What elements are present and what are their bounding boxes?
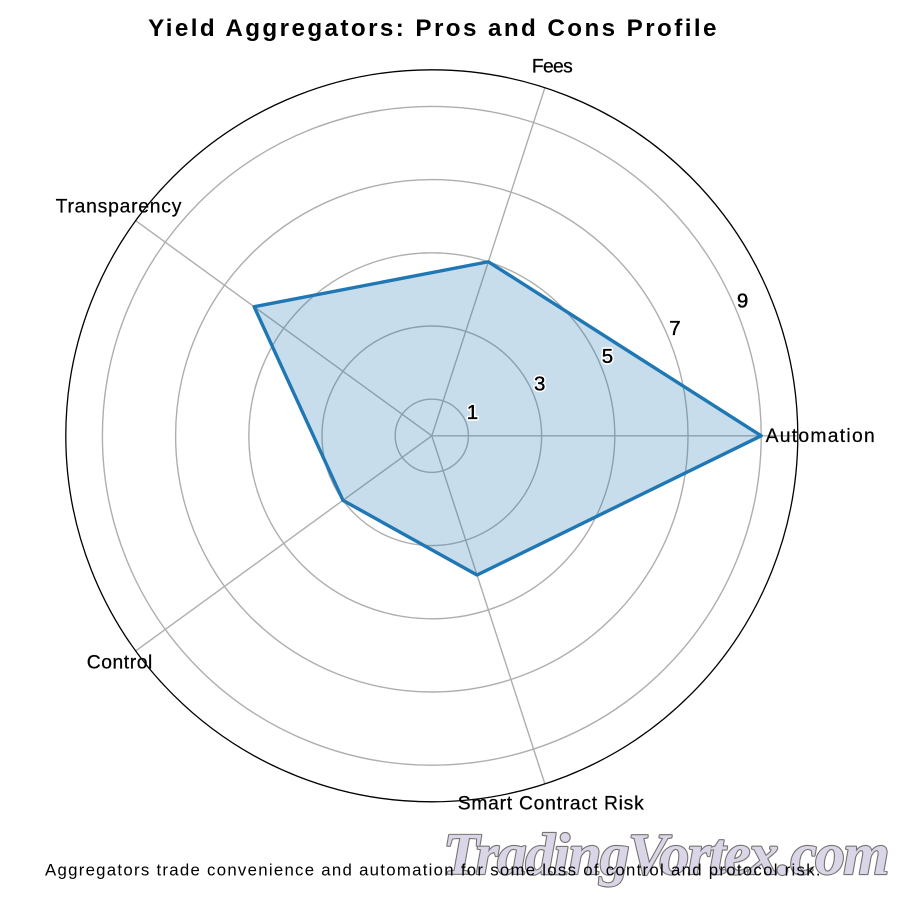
svg-text:5: 5 bbox=[602, 345, 613, 368]
svg-text:7: 7 bbox=[669, 317, 680, 340]
svg-text:Fees: Fees bbox=[532, 57, 572, 78]
svg-text:3: 3 bbox=[534, 373, 545, 396]
svg-text:TradingVortex.com: TradingVortex.com bbox=[443, 821, 888, 887]
svg-text:Smart Contract Risk: Smart Contract Risk bbox=[458, 794, 645, 815]
svg-text:TradingVortex.com: TradingVortex.com bbox=[443, 821, 888, 887]
svg-text:Transparency: Transparency bbox=[56, 197, 183, 218]
svg-text:5: 5 bbox=[602, 345, 613, 368]
svg-text:Aggregators trade convenience: Aggregators trade convenience and automa… bbox=[45, 860, 822, 879]
svg-text:9: 9 bbox=[737, 289, 748, 312]
svg-text:1: 1 bbox=[467, 401, 478, 424]
svg-text:Yield Aggregators: Pros and Co: Yield Aggregators: Pros and Cons Profile bbox=[148, 15, 719, 42]
svg-text:Control: Control bbox=[87, 653, 153, 674]
svg-text:Automation: Automation bbox=[766, 426, 876, 447]
svg-text:7: 7 bbox=[669, 317, 680, 340]
svg-text:3: 3 bbox=[534, 373, 545, 396]
svg-text:9: 9 bbox=[737, 289, 748, 312]
svg-text:1: 1 bbox=[467, 401, 478, 424]
